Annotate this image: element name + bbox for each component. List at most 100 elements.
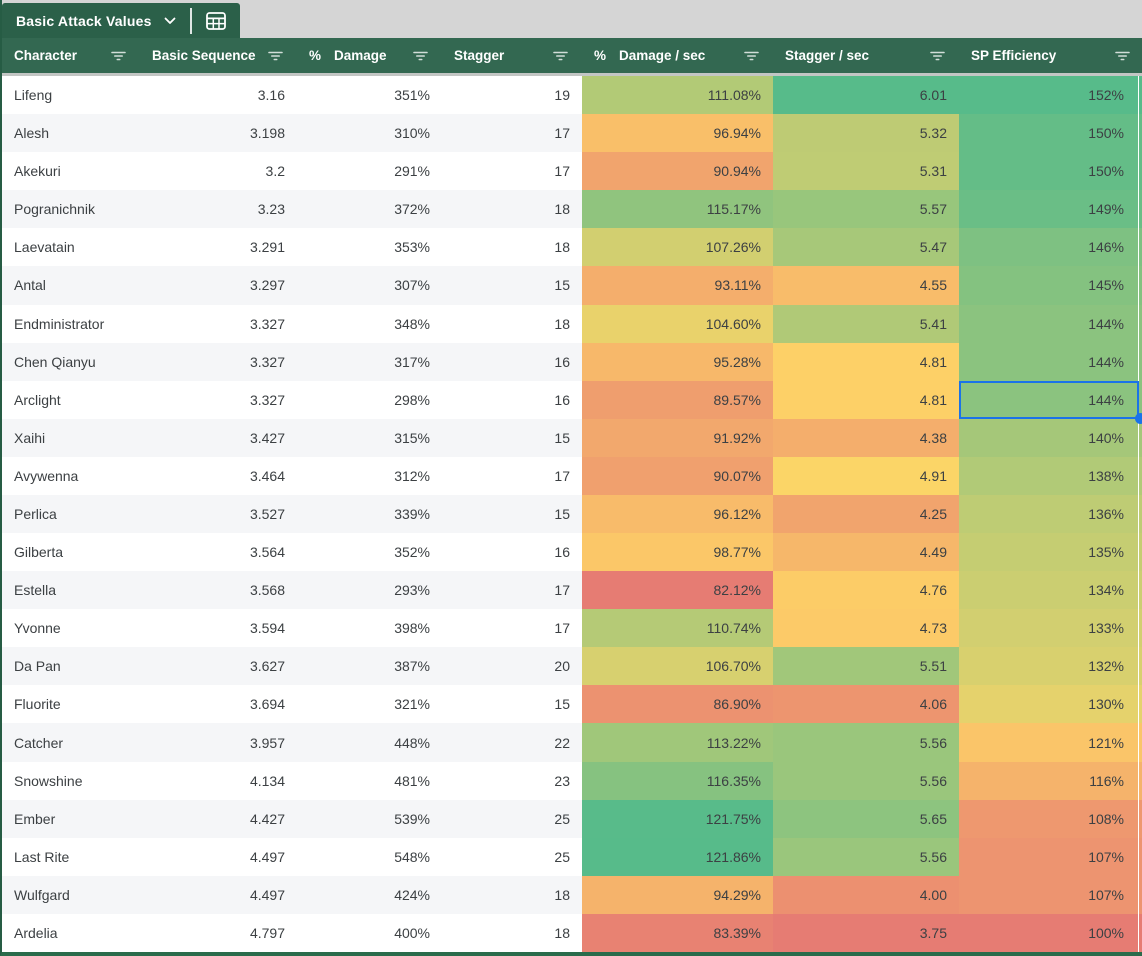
cell-sp-efficiency[interactable]: 107% [959,837,1142,876]
cell-basic-sequence[interactable]: 4.497 [140,875,297,914]
filter-icon[interactable] [111,51,126,61]
cell-damage[interactable]: 400% [297,913,442,952]
cell-character[interactable]: Akekuri [2,152,140,191]
cell-character[interactable]: Yvonne [2,609,140,648]
cell-stagger[interactable]: 15 [442,266,582,305]
cell-character[interactable]: Laevatain [2,228,140,267]
cell-stagger[interactable]: 15 [442,418,582,457]
cell-stagger[interactable]: 25 [442,837,582,876]
cell-damage[interactable]: 307% [297,266,442,305]
cell-basic-sequence[interactable]: 3.16 [140,76,297,115]
cell-sp-efficiency[interactable]: 144% [959,342,1142,381]
cell-sp-efficiency[interactable]: 134% [959,571,1142,610]
cell-sp-efficiency[interactable]: 140% [959,418,1142,457]
cell-damage-per-sec[interactable]: 107.26% [582,228,773,267]
cell-stagger[interactable]: 18 [442,913,582,952]
cell-basic-sequence[interactable]: 3.297 [140,266,297,305]
cell-damage[interactable]: 315% [297,418,442,457]
cell-sp-efficiency[interactable]: 150% [959,114,1142,153]
cell-character[interactable]: Last Rite [2,837,140,876]
cell-basic-sequence[interactable]: 3.594 [140,609,297,648]
cell-damage-per-sec[interactable]: 98.77% [582,533,773,572]
cell-stagger[interactable]: 19 [442,76,582,115]
cell-damage-per-sec[interactable]: 93.11% [582,266,773,305]
cell-damage-per-sec[interactable]: 115.17% [582,190,773,229]
cell-damage[interactable]: 448% [297,723,442,762]
cell-stagger[interactable]: 18 [442,875,582,914]
cell-stagger-per-sec[interactable]: 5.41 [773,304,959,343]
cell-sp-efficiency[interactable]: 149% [959,190,1142,229]
cell-damage-per-sec[interactable]: 110.74% [582,609,773,648]
cell-character[interactable]: Lifeng [2,76,140,115]
cell-basic-sequence[interactable]: 3.627 [140,647,297,686]
cell-damage[interactable]: 321% [297,685,442,724]
cell-sp-efficiency[interactable]: 100% [959,913,1142,952]
cell-stagger-per-sec[interactable]: 4.49 [773,533,959,572]
cell-damage[interactable]: 372% [297,190,442,229]
cell-damage-per-sec[interactable]: 91.92% [582,418,773,457]
cell-stagger-per-sec[interactable]: 4.38 [773,418,959,457]
cell-basic-sequence[interactable]: 4.427 [140,799,297,838]
filter-icon[interactable] [553,51,568,61]
cell-stagger[interactable]: 20 [442,647,582,686]
cell-sp-efficiency[interactable]: 132% [959,647,1142,686]
cell-character[interactable]: Arclight [2,380,140,419]
cell-basic-sequence[interactable]: 3.327 [140,380,297,419]
chevron-down-icon[interactable] [164,17,176,25]
cell-stagger[interactable]: 18 [442,304,582,343]
cell-stagger[interactable]: 23 [442,761,582,800]
cell-stagger-per-sec[interactable]: 5.57 [773,190,959,229]
cell-stagger[interactable]: 17 [442,114,582,153]
cell-character[interactable]: Chen Qianyu [2,342,140,381]
cell-stagger[interactable]: 18 [442,190,582,229]
cell-damage-per-sec[interactable]: 104.60% [582,304,773,343]
cell-basic-sequence[interactable]: 3.427 [140,418,297,457]
cell-sp-efficiency[interactable]: 136% [959,494,1142,534]
cell-basic-sequence[interactable]: 3.291 [140,228,297,267]
cell-damage-per-sec[interactable]: 96.94% [582,114,773,153]
cell-basic-sequence[interactable]: 4.134 [140,761,297,800]
cell-damage-per-sec[interactable]: 86.90% [582,685,773,724]
cell-stagger-per-sec[interactable]: 4.55 [773,266,959,305]
cell-damage[interactable]: 339% [297,494,442,534]
cell-stagger[interactable]: 16 [442,533,582,572]
cell-damage-per-sec[interactable]: 89.57% [582,380,773,419]
cell-basic-sequence[interactable]: 3.2 [140,152,297,191]
cell-basic-sequence[interactable]: 4.497 [140,837,297,876]
cell-stagger-per-sec[interactable]: 5.31 [773,152,959,191]
cell-basic-sequence[interactable]: 3.23 [140,190,297,229]
cell-stagger-per-sec[interactable]: 5.56 [773,723,959,762]
cell-damage[interactable]: 353% [297,228,442,267]
filter-icon[interactable] [744,51,759,61]
cell-damage-per-sec[interactable]: 82.12% [582,571,773,610]
cell-damage-per-sec[interactable]: 96.12% [582,494,773,534]
cell-stagger[interactable]: 15 [442,685,582,724]
cell-damage[interactable]: 548% [297,837,442,876]
cell-character[interactable]: Estella [2,571,140,610]
cell-character[interactable]: Xaihi [2,418,140,457]
cell-sp-efficiency[interactable]: 146% [959,228,1142,267]
cell-stagger[interactable]: 22 [442,723,582,762]
cell-sp-efficiency[interactable]: 130% [959,685,1142,724]
cell-basic-sequence[interactable]: 3.327 [140,304,297,343]
cell-damage[interactable]: 424% [297,875,442,914]
header-sp-efficiency[interactable]: SP Efficiency [959,38,1142,73]
cell-damage-per-sec[interactable]: 121.75% [582,799,773,838]
cell-character[interactable]: Ember [2,799,140,838]
cell-stagger[interactable]: 17 [442,152,582,191]
cell-sp-efficiency[interactable]: 133% [959,609,1142,648]
cell-stagger-per-sec[interactable]: 4.73 [773,609,959,648]
cell-basic-sequence[interactable]: 3.464 [140,456,297,495]
cell-character[interactable]: Antal [2,266,140,305]
table-name-tab[interactable]: Basic Attack Values [2,3,240,38]
cell-damage[interactable]: 317% [297,342,442,381]
cell-damage[interactable]: 539% [297,799,442,838]
cell-sp-efficiency[interactable]: 135% [959,533,1142,572]
cell-damage[interactable]: 352% [297,533,442,572]
filter-icon[interactable] [268,51,283,61]
cell-stagger[interactable]: 17 [442,456,582,495]
cell-character[interactable]: Fluorite [2,685,140,724]
cell-damage-per-sec[interactable]: 113.22% [582,723,773,762]
cell-basic-sequence[interactable]: 3.694 [140,685,297,724]
cell-character[interactable]: Wulfgard [2,875,140,914]
